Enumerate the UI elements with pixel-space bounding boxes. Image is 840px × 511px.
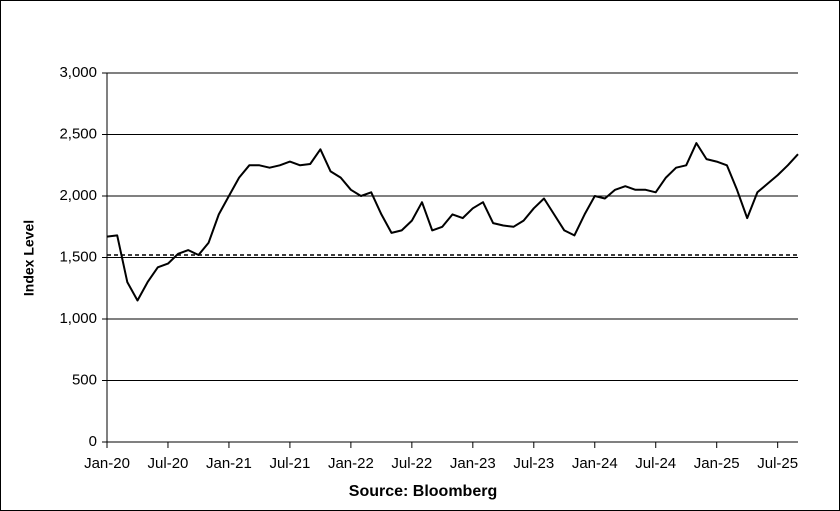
x-axis-label: Source: Bloomberg (349, 483, 497, 500)
y-tick-label: 0 (89, 433, 97, 450)
x-tick-label: Jul-20 (148, 455, 189, 472)
x-tick-label: Jan-20 (84, 455, 130, 472)
y-tick-label: 1,000 (59, 310, 97, 327)
x-tick-label: Jul-25 (757, 455, 798, 472)
y-tick-label: 3,000 (59, 64, 97, 81)
y-tick-label: 2,500 (59, 125, 97, 142)
x-tick-label: Jul-21 (269, 455, 310, 472)
y-tick-label: 2,000 (59, 187, 97, 204)
x-tick-label: Jan-22 (328, 455, 374, 472)
x-tick-label: Jul-22 (391, 455, 432, 472)
x-tick-label: Jan-21 (206, 455, 252, 472)
y-tick-label: 1,500 (59, 248, 97, 265)
x-tick-label: Jan-23 (450, 455, 496, 472)
x-tick-label: Jul-23 (513, 455, 554, 472)
y-tick-label: 500 (72, 371, 97, 388)
x-tick-label: Jul-24 (635, 455, 676, 472)
y-axis-label: Index Level (21, 220, 37, 296)
line-series (106, 142, 799, 302)
x-tick-label: Jan-24 (572, 455, 618, 472)
x-tick-label: Jan-25 (694, 455, 740, 472)
